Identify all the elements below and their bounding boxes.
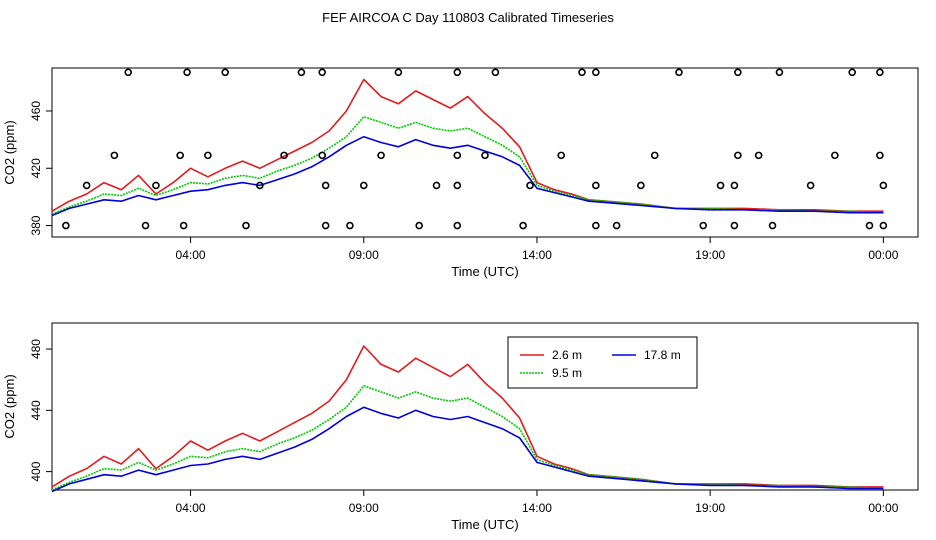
- marker-point: [318, 151, 326, 160]
- marker-point: [453, 68, 462, 77]
- marker-point: [768, 221, 777, 230]
- x-tick-label: 04:00: [176, 248, 206, 262]
- plot-frame: [51, 322, 919, 491]
- marker-point: [141, 221, 150, 230]
- marker-point: [730, 181, 739, 190]
- marker-point: [519, 221, 527, 230]
- marker-point: [592, 221, 600, 230]
- top-plot: 04:00 09:00 14:00 19:00 00:00 380 420 460 Time (…: [2, 67, 919, 279]
- marker-point: [297, 68, 306, 77]
- series-line-2: [51, 406, 884, 493]
- marker-point: [865, 221, 874, 230]
- marker-point: [280, 151, 288, 160]
- marker-point: [526, 181, 534, 190]
- marker-point: [734, 68, 742, 77]
- x-tick-label: 04:00: [176, 501, 206, 515]
- marker-point: [152, 181, 160, 190]
- marker-point: [650, 151, 659, 160]
- series-line-1: [51, 115, 884, 215]
- marker-point: [176, 151, 184, 160]
- y-tick-label: 420: [29, 158, 43, 178]
- legend: 2.6 m 9.5 m 17.8 m: [507, 336, 698, 389]
- marker-point: [831, 151, 839, 160]
- marker-point: [730, 221, 739, 230]
- marker-point: [675, 68, 683, 77]
- marker-point: [124, 68, 133, 77]
- marker-point: [221, 68, 229, 77]
- marker-point: [734, 151, 742, 160]
- marker-point: [699, 221, 708, 230]
- marker-point: [806, 181, 815, 190]
- marker-point: [110, 151, 119, 160]
- series-line-1: [51, 384, 884, 491]
- marker-point: [491, 68, 500, 77]
- marker-point: [183, 68, 191, 77]
- marker-point: [82, 181, 91, 190]
- marker-point: [578, 68, 586, 77]
- marker-point: [453, 151, 462, 160]
- marker-point: [204, 151, 212, 160]
- marker-point: [453, 181, 462, 190]
- marker-point: [242, 221, 250, 230]
- x-tick-label: 19:00: [695, 501, 725, 515]
- x-tick-label: 09:00: [349, 248, 379, 262]
- marker-point: [848, 68, 856, 77]
- x-tick-label: 14:00: [522, 248, 552, 262]
- marker-point: [879, 221, 888, 230]
- marker-point: [637, 181, 645, 190]
- x-tick-label: 00:00: [868, 248, 898, 262]
- marker-point: [346, 221, 354, 230]
- y-tick-label: 460: [29, 101, 43, 121]
- figure-title: FEF AIRCOA C Day 110803 Calibrated Times…: [322, 10, 614, 25]
- marker-point: [775, 68, 784, 77]
- marker-point: [876, 68, 884, 77]
- marker-point: [557, 151, 566, 160]
- plot-frame: [51, 67, 919, 238]
- marker-point: [754, 151, 763, 160]
- marker-point: [377, 151, 385, 160]
- y-axis-label: CO2 (ppm): [2, 374, 17, 438]
- x-axis-label: Time (UTC): [451, 517, 518, 532]
- marker-point: [453, 221, 462, 230]
- marker-point: [481, 151, 489, 160]
- y-tick-label: 380: [29, 215, 43, 235]
- legend-label: 9.5 m: [552, 366, 582, 380]
- marker-point: [62, 221, 70, 230]
- y-tick-label: 400: [29, 461, 43, 481]
- marker-point: [592, 68, 600, 77]
- legend-box: [507, 336, 698, 389]
- y-tick-label: 480: [29, 339, 43, 359]
- marker-point: [321, 221, 330, 230]
- marker-point: [359, 181, 368, 190]
- marker-point: [592, 181, 600, 190]
- marker-point: [321, 181, 330, 190]
- marker-point: [432, 181, 441, 190]
- marker-point: [415, 221, 423, 230]
- x-tick-label: 19:00: [695, 248, 725, 262]
- x-tick-label: 14:00: [522, 501, 552, 515]
- series-line-2: [51, 135, 884, 217]
- x-axis-label: Time (UTC): [451, 264, 518, 279]
- marker-point: [612, 221, 621, 230]
- marker-point: [318, 68, 326, 77]
- marker-point: [394, 68, 403, 77]
- marker-point: [879, 181, 888, 190]
- legend-label: 2.6 m: [552, 348, 582, 362]
- x-tick-label: 09:00: [349, 501, 379, 515]
- x-tick-label: 00:00: [868, 501, 898, 515]
- bottom-plot: 04:00 09:00 14:00 19:00 00:00 400 440 480 Time (…: [2, 322, 919, 532]
- marker-point: [179, 221, 188, 230]
- y-axis-label: CO2 (ppm): [2, 120, 17, 184]
- legend-label: 17.8 m: [644, 348, 681, 362]
- marker-point: [256, 181, 264, 190]
- marker-point: [876, 151, 884, 160]
- marker-point: [716, 181, 725, 190]
- y-tick-label: 440: [29, 400, 43, 420]
